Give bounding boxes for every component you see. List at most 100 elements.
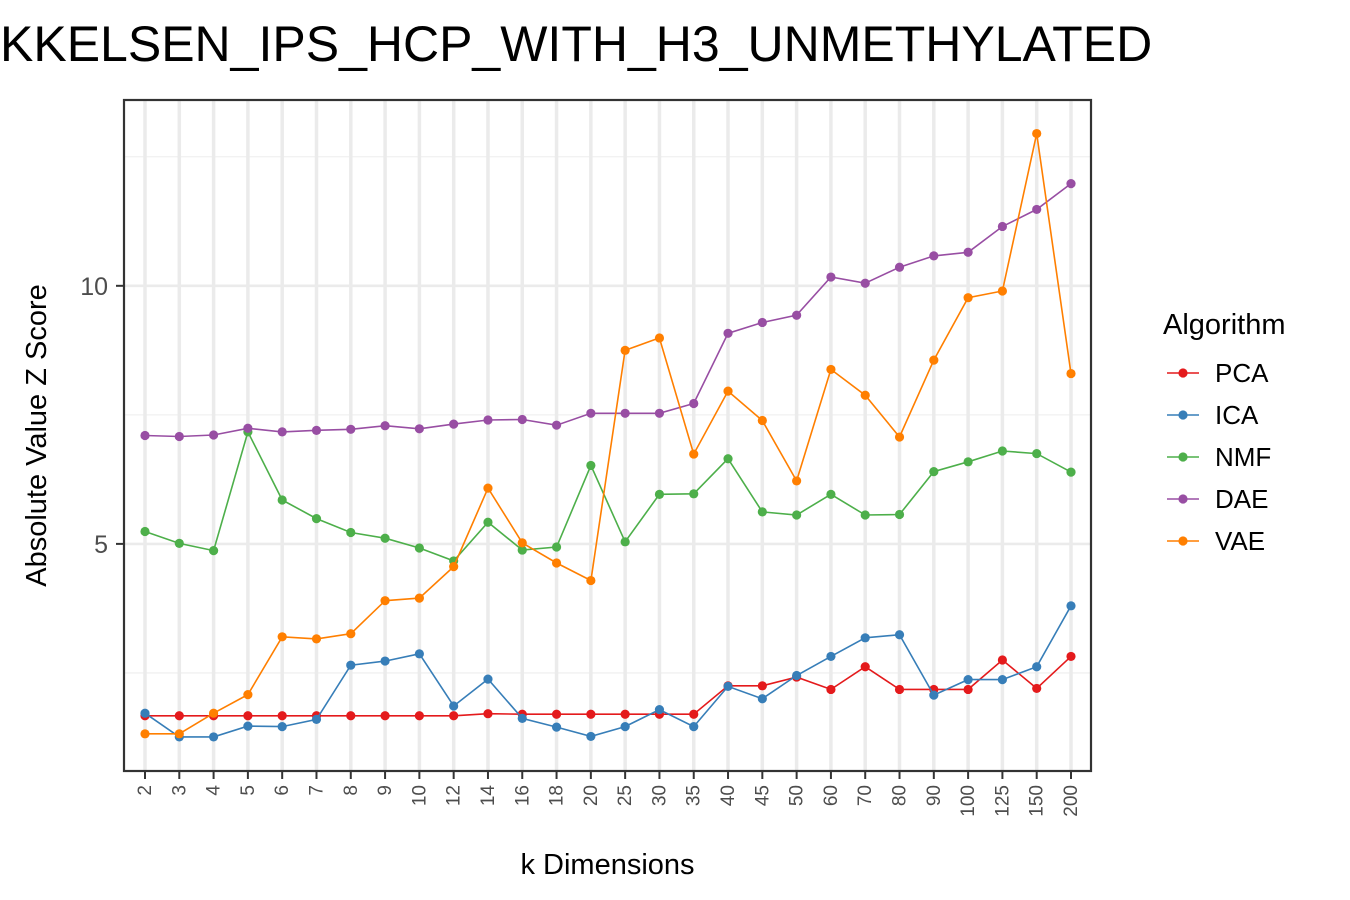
data-point-dae <box>174 431 184 442</box>
data-point-ica <box>860 633 870 643</box>
data-point-pca <box>277 711 287 721</box>
data-point-dae <box>894 262 905 272</box>
x-tick-label: 80 <box>890 785 911 806</box>
data-point-pca <box>243 711 253 721</box>
major-gridlines <box>124 100 1091 771</box>
data-point-dae <box>1032 204 1042 215</box>
data-point-vae <box>483 483 493 493</box>
data-point-nmf <box>483 517 493 527</box>
data-point-dae <box>140 430 150 441</box>
data-point-dae <box>689 398 699 409</box>
data-point-ica <box>208 732 219 742</box>
data-point-pca <box>894 684 905 695</box>
x-tick-label: 14 <box>478 785 499 807</box>
x-tick-label: 4 <box>204 785 225 796</box>
data-point-nmf <box>517 545 527 555</box>
data-point-ica <box>654 704 665 715</box>
data-point-nmf <box>414 543 424 553</box>
data-point-dae <box>757 317 767 328</box>
x-tick-label: 50 <box>787 785 808 806</box>
series-layer <box>140 128 1076 742</box>
data-point-nmf <box>894 509 905 520</box>
series-line-dae <box>144 182 1072 438</box>
data-point-pca <box>174 711 184 721</box>
x-tick-label: 3 <box>169 785 190 796</box>
data-point-nmf <box>997 446 1008 456</box>
legend-label-ica: ICA <box>1215 400 1259 430</box>
data-point-ica <box>1066 601 1076 611</box>
data-point-vae <box>449 562 459 572</box>
data-point-ica <box>243 721 253 731</box>
data-point-pca <box>997 655 1008 665</box>
data-point-ica <box>689 722 699 732</box>
data-point-vae <box>654 333 665 343</box>
legend-key-point-nmf <box>1178 452 1188 462</box>
data-point-ica <box>929 690 939 700</box>
data-point-pca <box>1032 683 1042 694</box>
data-point-pca <box>757 681 767 691</box>
data-point-ica <box>414 649 424 659</box>
data-point-nmf <box>723 454 733 464</box>
data-point-vae <box>792 476 802 486</box>
data-point-vae <box>517 538 527 548</box>
x-tick-label: 60 <box>821 785 842 806</box>
data-point-vae <box>860 390 870 400</box>
data-point-ica <box>311 714 322 724</box>
data-point-vae <box>620 345 630 355</box>
data-point-vae <box>929 355 939 365</box>
plot-panel-border <box>122 98 1093 773</box>
series-line-pca <box>145 655 1072 717</box>
data-point-dae <box>243 423 253 433</box>
x-tick-label: 45 <box>752 785 773 806</box>
data-point-nmf <box>346 527 356 538</box>
data-point-ica <box>483 674 493 684</box>
data-point-vae <box>1032 128 1042 139</box>
data-point-pca <box>414 711 424 721</box>
data-point-nmf <box>1032 448 1042 459</box>
x-tick-labels: 2 3 4 5 6 7 8 9 10 12 14 16 18 20 25 30 35 40 45 50 60 70 80 90… <box>135 785 1082 817</box>
x-tick-label: 8 <box>341 785 362 796</box>
data-point-vae <box>1066 368 1076 379</box>
legend-key-point-ica <box>1178 410 1188 420</box>
data-point-vae <box>140 729 150 739</box>
series-line-nmf <box>144 429 1072 562</box>
data-point-vae <box>277 632 287 642</box>
x-tick-label: 200 <box>1061 785 1082 817</box>
data-point-dae <box>277 427 287 437</box>
data-point-dae <box>208 430 219 440</box>
x-tick-label: 2 <box>135 785 156 796</box>
x-tick-label: 20 <box>581 785 602 806</box>
data-point-ica <box>963 675 973 685</box>
data-point-ica <box>894 630 905 640</box>
data-point-pca <box>586 709 596 719</box>
legend-label-dae: DAE <box>1215 484 1268 514</box>
legend: Algorithm PCA ICA NMF DAE VAE <box>1163 309 1286 556</box>
data-point-pca <box>1066 651 1076 662</box>
data-point-vae <box>414 593 424 603</box>
data-point-dae <box>1066 179 1076 189</box>
data-point-vae <box>174 729 184 739</box>
data-point-dae <box>311 425 322 435</box>
x-tick-label: 25 <box>615 785 636 806</box>
data-point-dae <box>551 420 562 430</box>
data-point-ica <box>826 651 836 662</box>
data-point-nmf <box>654 489 665 499</box>
data-point-dae <box>860 278 870 288</box>
data-point-nmf <box>140 526 150 537</box>
data-point-ica <box>380 656 390 666</box>
x-tick-label: 35 <box>684 785 705 806</box>
data-point-dae <box>654 408 665 418</box>
x-tick-label: 7 <box>306 785 327 796</box>
data-point-vae <box>723 386 733 396</box>
x-tick-label: 30 <box>649 785 670 806</box>
data-point-pca <box>689 709 699 719</box>
data-point-pca <box>620 709 630 719</box>
minor-gridlines <box>124 156 1091 674</box>
x-tick-label: 9 <box>375 785 396 796</box>
data-point-ica <box>1032 662 1042 672</box>
data-point-ica <box>140 708 150 718</box>
data-point-nmf <box>551 542 562 552</box>
data-point-vae <box>346 629 356 639</box>
x-tick-label: 100 <box>958 785 979 817</box>
